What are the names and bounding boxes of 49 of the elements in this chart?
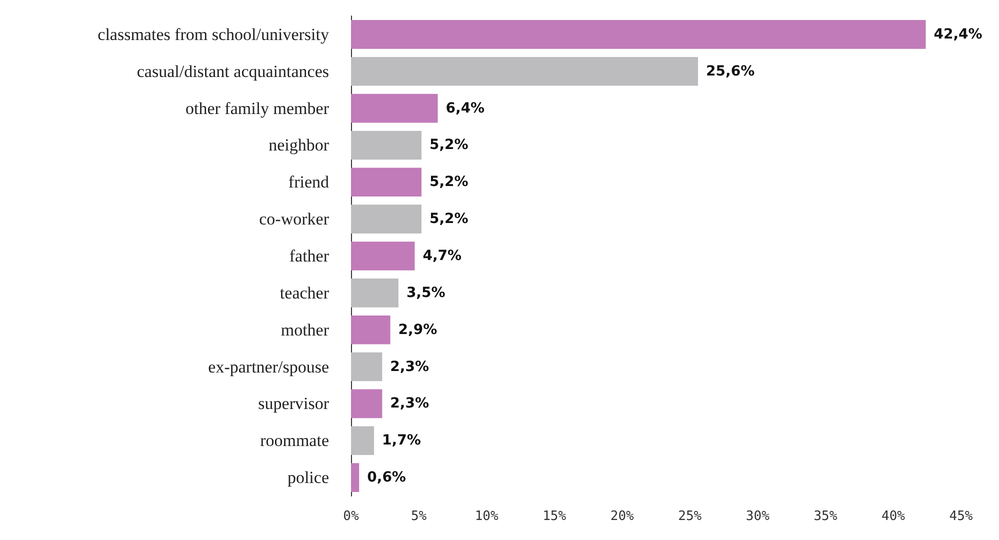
y-tick-label: teacher [280,283,330,302]
x-tick-label: 10% [474,509,498,524]
data-label: 2,3% [390,358,430,375]
bar [351,278,398,308]
y-tick-label: co-worker [259,210,330,229]
y-tick-label: roommate [260,431,329,450]
data-label: 5,2% [429,174,468,190]
data-label: 0,6% [367,470,406,486]
bar [351,463,360,492]
data-label: 2,9% [398,322,438,338]
data-label: 4,7% [422,248,462,264]
bar [351,315,390,344]
y-tick-label: mother [280,320,330,340]
data-label: 2,3% [390,396,430,412]
bar [351,389,382,418]
bar [351,20,926,49]
x-tick-label: 35% [814,509,838,524]
bar [351,56,698,86]
y-tick-label: father [289,246,330,266]
data-label: 5,2% [429,137,468,154]
bar [351,352,382,382]
bar [351,204,422,234]
y-tick-label: ex-partner/spouse [208,357,329,376]
x-tick-label: 25% [678,509,702,524]
y-tick-label: other family member [185,98,330,118]
data-label: 25,6% [706,63,755,80]
data-label: 42,4% [934,26,982,42]
x-tick-label: 40% [881,509,906,524]
y-tick-label: casual/distant acquaintances [136,62,329,81]
x-tick-label: 5% [410,509,427,524]
x-tick-label: 20% [610,509,634,524]
y-tick-label: friend [288,172,330,192]
x-tick-label: 0% [343,509,359,524]
x-tick-label: 45% [949,509,973,524]
data-label: 6,4% [446,100,485,116]
bar [351,130,422,160]
bar [351,426,374,456]
data-label: 3,5% [406,284,446,301]
y-tick-label: classmates from school/university [98,24,330,44]
data-label: 5,2% [429,211,468,228]
data-label: 1,7% [382,432,421,449]
x-tick-label: 15% [542,509,566,524]
bar [351,168,422,197]
y-tick-label: police [287,468,329,488]
x-tick-label: 30% [746,509,770,524]
y-tick-label: neighbor [268,136,330,155]
bar [351,94,438,123]
bar [351,242,415,270]
y-tick-label: supervisor [258,394,330,414]
